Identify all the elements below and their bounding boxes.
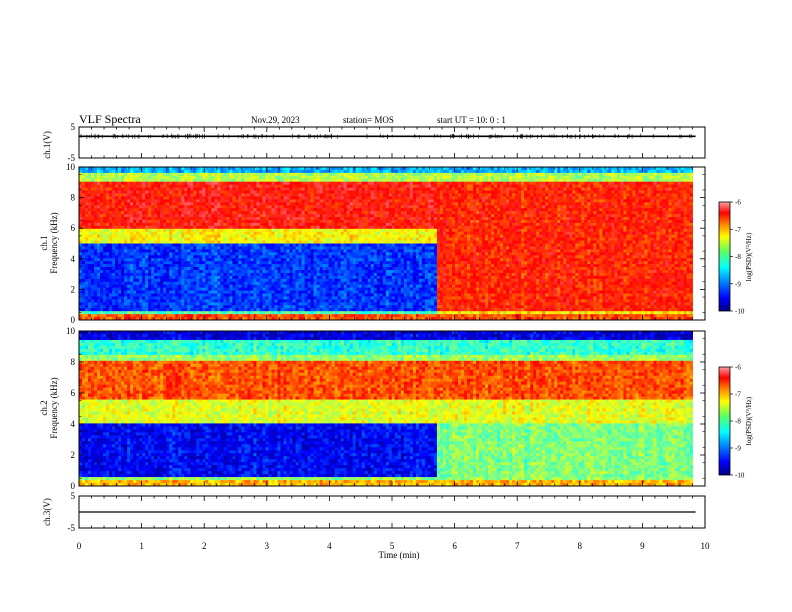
ch1-waveform [79,133,696,139]
x-tick-label: 8 [578,541,583,551]
colorbar-tick-label: -9 [735,445,741,453]
colorbar-tick-label: -6 [735,199,741,207]
ch2-spectrogram-ytick-label: 0 [71,481,76,491]
x-tick-label: 1 [139,541,144,551]
ch2-spectrogram-ylabel-line2: Frequency (kHz) [49,377,59,438]
x-tick-label: 4 [327,541,332,551]
ch1-waveform-ytick-label: 5 [71,122,76,132]
ch3-waveform-ylabel: ch.3(V) [42,498,52,526]
x-tick-label: 3 [265,541,270,551]
colorbar-tick-label: -7 [735,226,741,234]
colorbar-tick-label: -9 [735,280,741,288]
colorbar-tick-label: -8 [735,253,741,261]
ch1-waveform-ytick-label: -5 [68,153,76,163]
colorbar-ch1: -6 -7 -8 -9 -10 log(PSD)(V²/Hz) [718,199,753,316]
ch1-spectrogram-ytick-label: 0 [71,315,76,325]
colorbar-ch2: -6 -7 -8 -9 -10 log(PSD)(V²/Hz) [718,364,753,480]
ch1-spectrogram [79,167,693,320]
ch1-spectrogram-ylabel-line2: Frequency (kHz) [49,212,59,273]
colorbar-ch1-label: log(PSD)(V²/Hz) [745,232,753,281]
x-tick-label: 7 [515,541,520,551]
ch2-spectrogram-ytick-label: 6 [71,388,76,398]
ch2-spectrogram-ytick-label: 8 [71,357,76,367]
colorbar-tick-label: -7 [735,391,741,399]
ch1-spectrogram-ytick-label: 10 [66,162,76,172]
x-tick-label: 2 [202,541,207,551]
colorbar-tick-label: -8 [735,418,741,426]
x-tick-label: 6 [452,541,457,551]
x-tick-label: 10 [701,541,711,551]
ch2-spectrogram-ylabel-line1: ch.2 [39,400,49,415]
ch3-waveform-ytick-label: -5 [68,523,76,533]
ch2-spectrogram-ytick-label: 10 [66,326,76,336]
ch1-spectrogram-ytick-label: 4 [71,254,76,264]
figure-title: VLF Spectra [79,112,141,126]
colorbar-ch2-label: log(PSD)(V²/Hz) [745,396,753,445]
ch1-spectrogram-ytick-label: 8 [71,193,76,203]
ch1-spectrogram-ylabel-line1: ch.1 [39,235,49,250]
x-tick-label: 0 [77,541,82,551]
x-tick-label: 9 [640,541,645,551]
ch3-waveform-ytick-label: 5 [71,491,76,501]
colorbar-tick-label: -10 [735,472,745,480]
station-label: station= MOS [343,115,394,125]
ch2-spectrogram-ytick-label: 4 [71,419,76,429]
date-label: Nov.29, 2023 [251,115,300,125]
start-time-label: start UT = 10: 0 : 1 [437,115,506,125]
ch1-spectrogram-ytick-label: 2 [71,284,76,294]
colorbar-tick-label: -6 [735,364,741,372]
ch1-waveform-ylabel: ch.1(V) [42,131,52,159]
colorbar-tick-label: -10 [735,308,745,316]
x-tick-label: 5 [390,541,395,551]
ch1-spectrogram-ytick-label: 6 [71,223,76,233]
x-axis-label: Time (min) [379,550,420,560]
ch2-spectrogram [79,331,693,486]
ch2-spectrogram-ytick-label: 2 [71,450,76,460]
